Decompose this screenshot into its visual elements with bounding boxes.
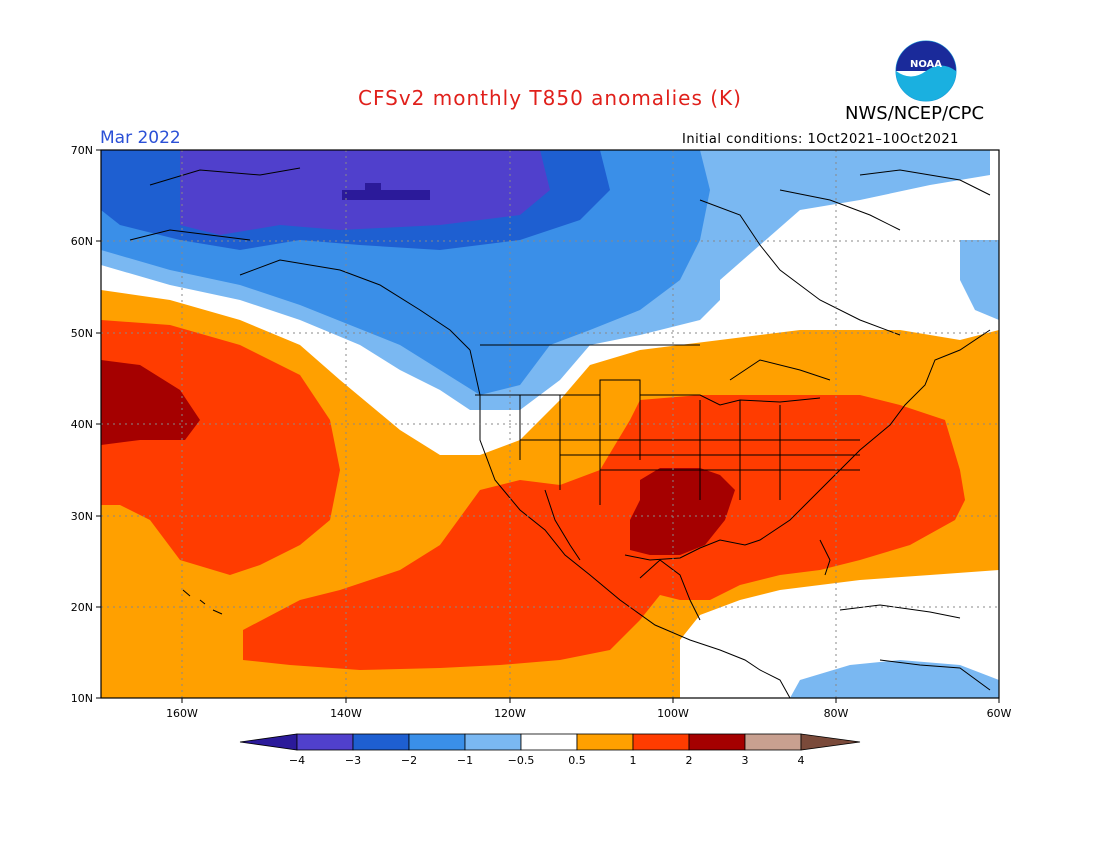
lat-label: 30N [71,510,93,523]
colorbar-label: 2 [686,754,693,767]
colorbar-segment [352,733,410,751]
forecast-period: Mar 2022 [100,128,181,148]
lat-label: 70N [71,144,93,157]
noaa-logo-icon: NOAA [895,40,957,102]
colorbar-segment [576,733,634,751]
colorbar-segment [800,733,861,751]
colorbar-label: −3 [345,754,361,767]
colorbar-segment [744,733,802,751]
lon-label: 80W [824,707,849,720]
lon-label: 100W [657,707,689,720]
lon-label: 140W [330,707,362,720]
lon-label: 160W [166,707,198,720]
anomaly-field [101,150,999,698]
noaa-logo-text: NOAA [910,59,942,70]
longitude-labels: 160W 140W 120W 100W 80W 60W [166,707,1011,720]
coastlines [129,167,991,698]
colorbar-label: −0.5 [508,754,535,767]
colorbar-segment [296,733,354,751]
colorbar-label: 1 [630,754,637,767]
colorbar-label: 4 [798,754,805,767]
colorbar-label: 3 [742,754,749,767]
lat-label: 60N [71,235,93,248]
colorbar-segment [632,733,690,751]
lat-label: 10N [71,692,93,705]
colorbar-label: −4 [289,754,305,767]
colorbar-segment [520,733,578,751]
latitude-labels: 70N 60N 50N 40N 30N 20N 10N [71,144,93,705]
lon-label: 120W [494,707,526,720]
colorbar-segment [464,733,522,751]
gridlines [101,150,999,698]
colorbar-segment [239,733,298,751]
lat-label: 20N [71,601,93,614]
colorbar-labels: −4 −3 −2 −1 −0.5 0.5 1 2 3 4 [289,754,805,767]
colorbar [239,733,861,751]
lat-label: 40N [71,418,93,431]
lon-label: 60W [987,707,1012,720]
tick-marks [96,149,1000,703]
map-title: CFSv2 monthly T850 anomalies (K) [358,86,742,110]
agency-label: NWS/NCEP/CPC [845,103,985,124]
colorbar-segment [408,733,466,751]
colorbar-segment [688,733,746,751]
lat-label: 50N [71,327,93,340]
colorbar-label: −1 [457,754,473,767]
colorbar-label: −2 [401,754,417,767]
colorbar-label: 0.5 [568,754,586,767]
initial-conditions: Initial conditions: 1Oct2021–10Oct2021 [682,132,959,147]
